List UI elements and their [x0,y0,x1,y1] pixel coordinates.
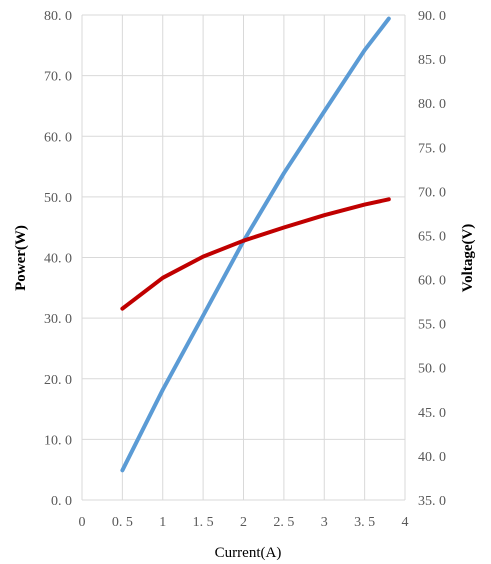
x-tick-label: 4 [402,515,409,530]
y-right-tick-label: 65. 0 [418,229,446,244]
grid [81,14,406,501]
y-right-tick-label: 35. 0 [418,494,446,509]
y-right-tick-label: 90. 0 [418,9,446,24]
y-right-axis-title: Voltage(V) [460,224,476,293]
x-tick-label: 2 [240,515,247,530]
voltage-series-line [120,197,391,311]
y-left-axis-ticks: 0. 0 10. 0 20. 0 30. 0 40. 0 50. 0 60. 0 70. 0 8… [44,9,72,509]
x-axis-ticks: 0 0. 5 1 1. 5 2 2. 5 3 3. 5 4 [79,515,409,530]
y-right-tick-label: 75. 0 [418,141,446,156]
y-right-tick-label: 50. 0 [418,362,446,377]
y-left-tick-label: 0. 0 [51,494,72,509]
power-series-line [120,16,391,473]
x-tick-label: 0 [79,515,86,530]
x-tick-label: 1. 5 [193,515,214,530]
x-tick-label: 3 [321,515,328,530]
x-tick-label: 0. 5 [112,515,133,530]
y-left-tick-label: 20. 0 [44,373,72,388]
y-right-tick-label: 70. 0 [418,185,446,200]
x-tick-label: 2. 5 [273,515,294,530]
y-right-tick-label: 80. 0 [418,97,446,112]
y-right-tick-label: 60. 0 [418,274,446,289]
y-left-tick-label: 50. 0 [44,191,72,206]
y-right-tick-label: 85. 0 [418,53,446,68]
x-tick-label: 3. 5 [354,515,375,530]
y-left-tick-label: 30. 0 [44,312,72,327]
y-left-tick-label: 80. 0 [44,9,72,24]
x-axis-title: Current(A) [215,545,282,561]
y-left-tick-label: 10. 0 [44,433,72,448]
y-left-tick-label: 40. 0 [44,252,72,267]
y-right-tick-label: 55. 0 [418,318,446,333]
y-right-tick-label: 40. 0 [418,450,446,465]
y-right-axis-ticks: 35. 0 40. 0 45. 0 50. 0 55. 0 60. 0 65. 0 70. 0… [418,9,446,509]
y-left-tick-label: 60. 0 [44,130,72,145]
y-right-tick-label: 45. 0 [418,406,446,421]
y-left-axis-title: Power(W) [13,225,29,291]
series-lines [120,16,391,473]
x-tick-label: 1 [159,515,166,530]
y-left-tick-label: 70. 0 [44,70,72,85]
